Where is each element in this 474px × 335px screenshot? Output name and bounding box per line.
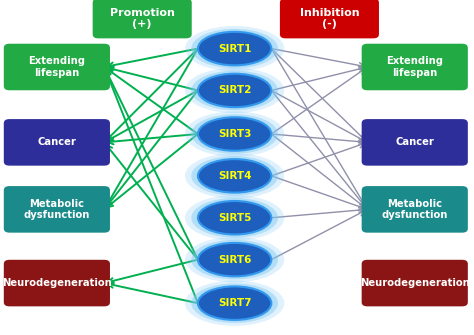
Ellipse shape xyxy=(185,153,284,198)
FancyBboxPatch shape xyxy=(4,186,110,232)
FancyBboxPatch shape xyxy=(280,0,379,39)
Text: Neurodegeneration: Neurodegeneration xyxy=(2,278,112,288)
FancyBboxPatch shape xyxy=(362,186,468,232)
Text: Cancer: Cancer xyxy=(37,137,76,147)
Text: Promotion
(+): Promotion (+) xyxy=(110,8,174,29)
Ellipse shape xyxy=(191,240,278,279)
Text: SIRT2: SIRT2 xyxy=(218,85,251,95)
Ellipse shape xyxy=(185,281,284,326)
Text: SIRT4: SIRT4 xyxy=(218,171,251,181)
Text: Metabolic
dysfunction: Metabolic dysfunction xyxy=(382,199,448,220)
Text: SIRT5: SIRT5 xyxy=(218,213,251,223)
FancyBboxPatch shape xyxy=(4,44,110,90)
FancyBboxPatch shape xyxy=(362,44,468,90)
Ellipse shape xyxy=(198,201,271,234)
Ellipse shape xyxy=(185,68,284,113)
Ellipse shape xyxy=(185,195,284,241)
Text: Cancer: Cancer xyxy=(395,137,434,147)
Text: SIRT7: SIRT7 xyxy=(218,298,251,308)
Ellipse shape xyxy=(185,111,284,157)
Text: Extending
lifespan: Extending lifespan xyxy=(28,56,85,78)
Ellipse shape xyxy=(198,117,271,151)
Text: SIRT6: SIRT6 xyxy=(218,255,251,265)
Text: SIRT1: SIRT1 xyxy=(218,44,251,54)
Ellipse shape xyxy=(198,32,271,65)
Ellipse shape xyxy=(191,71,278,110)
Text: Neurodegeneration: Neurodegeneration xyxy=(360,278,470,288)
Text: Extending
lifespan: Extending lifespan xyxy=(386,56,443,78)
Text: SIRT3: SIRT3 xyxy=(218,129,251,139)
Text: Inhibition
(-): Inhibition (-) xyxy=(300,8,359,29)
Ellipse shape xyxy=(198,74,271,107)
Ellipse shape xyxy=(185,26,284,71)
Ellipse shape xyxy=(191,29,278,68)
Ellipse shape xyxy=(191,283,278,323)
FancyBboxPatch shape xyxy=(4,260,110,306)
Ellipse shape xyxy=(198,159,271,193)
Text: Metabolic
dysfunction: Metabolic dysfunction xyxy=(24,199,90,220)
FancyBboxPatch shape xyxy=(92,0,191,39)
FancyBboxPatch shape xyxy=(362,119,468,166)
Ellipse shape xyxy=(191,198,278,238)
Ellipse shape xyxy=(185,237,284,282)
FancyBboxPatch shape xyxy=(362,260,468,306)
Ellipse shape xyxy=(191,114,278,154)
FancyBboxPatch shape xyxy=(4,119,110,166)
Ellipse shape xyxy=(198,243,271,276)
Ellipse shape xyxy=(191,156,278,196)
Ellipse shape xyxy=(198,286,271,320)
